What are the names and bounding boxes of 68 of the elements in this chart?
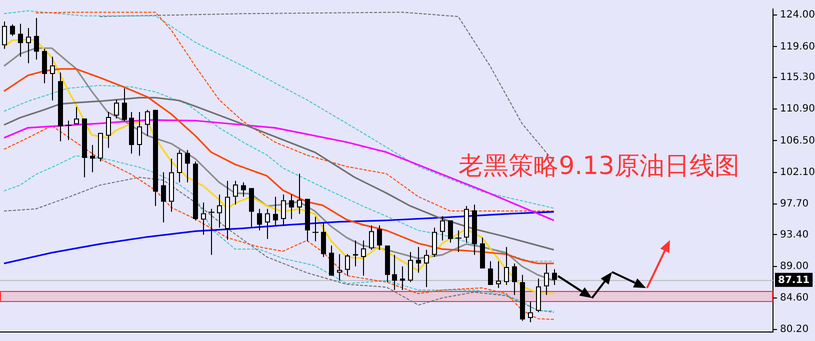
candlestick [177, 150, 182, 183]
y-tick-label: 110.90 [780, 104, 815, 115]
candlestick [432, 227, 437, 258]
candlestick [504, 246, 509, 286]
candlestick [273, 196, 278, 226]
candlestick [10, 24, 15, 36]
candlestick [137, 112, 142, 156]
candlestick [201, 202, 206, 236]
y-tick-label: 84.60 [780, 292, 809, 304]
candlestick [544, 264, 549, 296]
candlestick [74, 106, 79, 125]
candlestick [26, 28, 31, 64]
text: 老黑策略9.13原油日线图 [458, 150, 740, 180]
candlestick [337, 254, 342, 282]
candlestick [416, 246, 421, 274]
candlestick [377, 224, 382, 250]
candlestick [249, 188, 254, 229]
candlestick [42, 48, 47, 84]
candlestick [321, 222, 326, 258]
y-tick-label: 89.00 [780, 260, 809, 272]
candlestick [106, 112, 111, 148]
y-tick-label: 80.20 [780, 324, 809, 336]
candlestick [257, 208, 262, 231]
candlestick [185, 150, 190, 183]
candlestick [281, 194, 286, 226]
candlestick [496, 260, 501, 288]
candlestick [289, 194, 294, 220]
candlestick [488, 260, 493, 286]
candlestick [512, 262, 517, 296]
candlestick [297, 173, 302, 214]
y-tick-label: 106.50 [780, 135, 815, 146]
candlestick [114, 99, 119, 119]
candlestick [233, 180, 238, 206]
candlestick [241, 182, 246, 198]
candlestick [424, 249, 429, 288]
y-tick-label: 102.10 [780, 166, 815, 178]
candlestick [145, 109, 150, 136]
candlestick [464, 206, 469, 244]
candlestick [98, 132, 103, 162]
candlestick [161, 172, 166, 224]
candlestick [448, 220, 453, 244]
candlestick [122, 88, 127, 122]
candlestick [552, 268, 557, 286]
candlestick [392, 254, 397, 291]
y-tick-label: 124.00 [780, 10, 815, 21]
candlestick [345, 254, 350, 276]
candlestick [408, 251, 413, 283]
candlestick [353, 240, 358, 267]
candlestick [34, 17, 39, 60]
candlestick [536, 278, 541, 313]
candlestick [528, 300, 533, 323]
candlestick [2, 21, 7, 50]
y-tick-label: 93.40 [780, 229, 809, 240]
y-tick-label: 115.30 [780, 72, 815, 84]
candlestick [369, 224, 374, 250]
candlestick [18, 23, 23, 58]
y-tick-label: 119.60 [780, 41, 815, 52]
candlestick [169, 158, 174, 212]
ref-line-label: 87.11 [778, 274, 810, 286]
candlestick [361, 240, 366, 276]
candlestick [217, 194, 222, 228]
y-tick-label: 97.70 [780, 198, 809, 210]
candlestick [400, 266, 405, 291]
candlestick [50, 56, 55, 102]
candlestick [440, 216, 445, 241]
candlestick [329, 245, 334, 276]
candlestick [225, 180, 230, 240]
candlestick [265, 208, 270, 240]
